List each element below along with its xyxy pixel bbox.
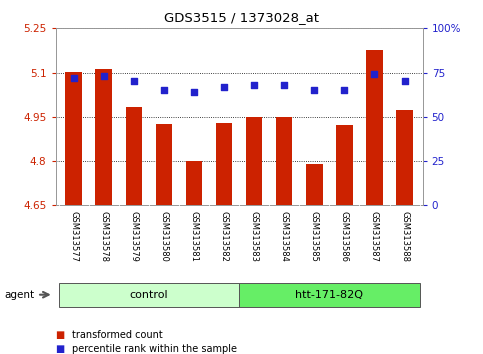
Text: ■: ■ bbox=[56, 344, 65, 354]
Point bbox=[70, 75, 77, 81]
Text: control: control bbox=[129, 290, 168, 300]
Bar bbox=[366, 51, 383, 205]
Bar bbox=[306, 164, 323, 205]
Bar bbox=[156, 125, 172, 205]
Bar bbox=[126, 107, 142, 205]
Bar bbox=[239, 283, 420, 307]
Text: ■: ■ bbox=[56, 330, 65, 339]
Text: GDS3515 / 1373028_at: GDS3515 / 1373028_at bbox=[164, 11, 319, 24]
Point bbox=[341, 87, 348, 93]
Text: GSM313581: GSM313581 bbox=[189, 211, 199, 262]
Text: GSM313583: GSM313583 bbox=[250, 211, 258, 262]
Text: GSM313588: GSM313588 bbox=[400, 211, 409, 262]
Text: GSM313585: GSM313585 bbox=[310, 211, 319, 262]
Point bbox=[401, 79, 409, 84]
Point bbox=[130, 79, 138, 84]
Bar bbox=[396, 110, 413, 205]
Text: GSM313586: GSM313586 bbox=[340, 211, 349, 262]
Text: GSM313580: GSM313580 bbox=[159, 211, 169, 262]
Text: GSM313579: GSM313579 bbox=[129, 211, 138, 262]
Bar bbox=[65, 72, 82, 205]
Text: GSM313582: GSM313582 bbox=[220, 211, 228, 262]
Text: percentile rank within the sample: percentile rank within the sample bbox=[72, 344, 238, 354]
Text: GSM313587: GSM313587 bbox=[370, 211, 379, 262]
Text: agent: agent bbox=[5, 290, 35, 300]
Bar bbox=[96, 69, 112, 205]
Text: GSM313577: GSM313577 bbox=[69, 211, 78, 262]
Bar bbox=[216, 123, 232, 205]
Point bbox=[250, 82, 258, 88]
Bar bbox=[246, 118, 262, 205]
Point bbox=[280, 82, 288, 88]
Point bbox=[311, 87, 318, 93]
Bar bbox=[276, 117, 293, 205]
Point bbox=[370, 72, 378, 77]
Text: htt-171-82Q: htt-171-82Q bbox=[295, 290, 363, 300]
Text: transformed count: transformed count bbox=[72, 330, 163, 339]
Bar bbox=[336, 125, 353, 205]
Point bbox=[160, 87, 168, 93]
Point bbox=[100, 73, 108, 79]
Text: GSM313584: GSM313584 bbox=[280, 211, 289, 262]
Text: GSM313578: GSM313578 bbox=[99, 211, 108, 262]
Point bbox=[190, 89, 198, 95]
Point bbox=[220, 84, 228, 90]
Bar bbox=[58, 283, 239, 307]
Bar bbox=[185, 161, 202, 205]
